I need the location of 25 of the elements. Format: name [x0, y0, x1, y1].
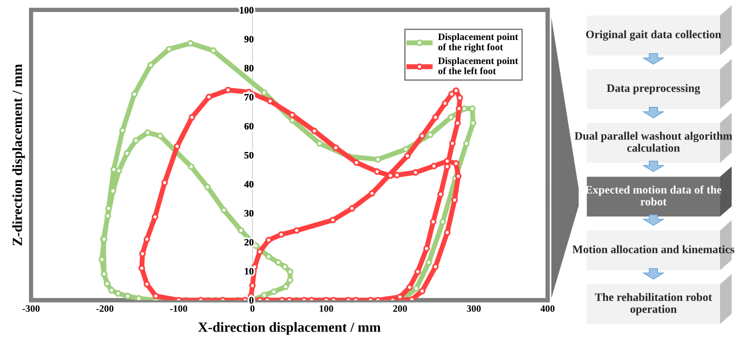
y-tick-label: 90 [244, 36, 254, 42]
category-label: Data preprocessing [606, 84, 700, 94]
x-tick-label: -100 [170, 305, 188, 312]
x-tick-label: 100 [320, 305, 334, 312]
category-label: Original gait data collection [586, 30, 722, 41]
x-tick-label: 400 [540, 305, 555, 312]
y-tick-label: 40 [244, 180, 254, 188]
x-tick-label: -200 [96, 305, 114, 312]
x-tick-label: 300 [466, 305, 481, 312]
y-tick-label: 70 [244, 94, 254, 100]
category-label: The rehabilitation robot operation [594, 293, 712, 316]
category-label: Motion allocation and kinematics [572, 245, 734, 254]
x-tick-label: -300 [22, 305, 40, 312]
x-axis-title: X-direction displacement / mm [198, 322, 381, 335]
y-tick-label: 80 [244, 64, 254, 72]
y-tick-label: 100 [240, 6, 254, 14]
y-tick-label: 30 [244, 210, 254, 217]
y-tick-label: 50 [244, 152, 254, 159]
y-tick-label: 60 [244, 122, 254, 130]
y-axis-title: Z-direction displacement / mm [12, 64, 25, 246]
x-tick-label: 200 [393, 305, 407, 312]
legend-label: Displacement point of the right foot [438, 33, 518, 52]
legend-label: Displacement point of the left foot [438, 57, 518, 74]
y-tick-label: 20 [244, 238, 254, 246]
category-label: Dual parallel washout algorithm calculation [574, 132, 732, 152]
